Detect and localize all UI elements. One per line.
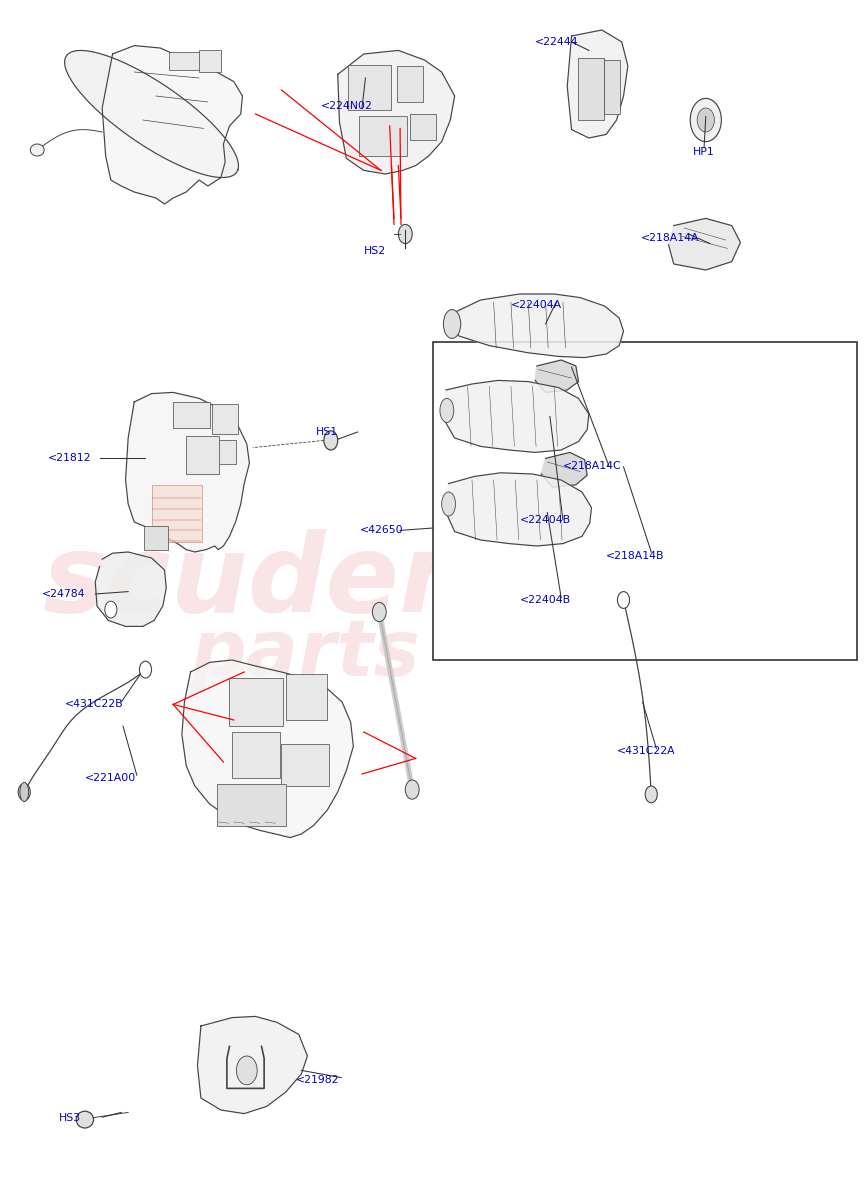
Text: HS1: HS1 xyxy=(316,427,339,437)
Text: HS2: HS2 xyxy=(364,246,386,256)
Polygon shape xyxy=(449,294,624,358)
Text: scuderia: scuderia xyxy=(43,529,564,635)
Ellipse shape xyxy=(76,1111,94,1128)
Polygon shape xyxy=(65,50,238,178)
Polygon shape xyxy=(535,360,578,392)
Text: <218A14A: <218A14A xyxy=(641,233,700,242)
Polygon shape xyxy=(541,452,587,487)
Text: <22404B: <22404B xyxy=(520,515,571,524)
Text: <22444: <22444 xyxy=(535,37,578,47)
Bar xyxy=(216,784,286,826)
Text: <431C22B: <431C22B xyxy=(65,700,124,709)
Bar xyxy=(152,485,202,542)
Polygon shape xyxy=(95,552,166,626)
Ellipse shape xyxy=(105,601,117,618)
Ellipse shape xyxy=(139,661,152,678)
Polygon shape xyxy=(338,50,455,174)
Ellipse shape xyxy=(405,780,419,799)
Text: <224N02: <224N02 xyxy=(320,101,372,110)
Bar xyxy=(232,732,280,778)
Polygon shape xyxy=(669,218,740,270)
Bar xyxy=(144,526,168,550)
Text: <221A00: <221A00 xyxy=(85,773,136,782)
Bar xyxy=(604,60,620,114)
Text: <21982: <21982 xyxy=(296,1075,339,1085)
Bar xyxy=(410,114,436,140)
Polygon shape xyxy=(567,30,628,138)
Ellipse shape xyxy=(617,592,630,608)
Text: <42650: <42650 xyxy=(359,526,403,535)
Text: HS3: HS3 xyxy=(59,1114,81,1123)
Bar xyxy=(433,342,857,660)
Ellipse shape xyxy=(18,784,30,800)
Text: <24784: <24784 xyxy=(42,589,85,599)
Polygon shape xyxy=(126,392,249,552)
Bar xyxy=(199,50,221,72)
Bar xyxy=(348,65,391,110)
Polygon shape xyxy=(446,473,591,546)
Bar xyxy=(281,744,329,786)
Ellipse shape xyxy=(236,1056,257,1085)
Polygon shape xyxy=(444,380,589,452)
Ellipse shape xyxy=(372,602,386,622)
Ellipse shape xyxy=(442,492,456,516)
Bar xyxy=(578,58,604,120)
Ellipse shape xyxy=(690,98,721,142)
Text: <431C22A: <431C22A xyxy=(617,746,675,756)
Ellipse shape xyxy=(697,108,714,132)
Bar xyxy=(359,116,407,156)
Text: <218A14B: <218A14B xyxy=(606,551,665,560)
Ellipse shape xyxy=(30,144,44,156)
Ellipse shape xyxy=(443,310,461,338)
Text: HP1: HP1 xyxy=(693,148,714,157)
Text: <21812: <21812 xyxy=(48,454,91,463)
Bar xyxy=(397,66,423,102)
Bar xyxy=(212,404,238,434)
Text: <218A14C: <218A14C xyxy=(563,461,622,470)
Bar xyxy=(169,52,204,70)
Bar xyxy=(229,678,283,726)
Bar xyxy=(186,436,219,474)
Polygon shape xyxy=(197,1016,307,1114)
Text: parts: parts xyxy=(191,616,420,692)
Bar xyxy=(173,402,210,428)
Text: <22404A: <22404A xyxy=(511,300,562,310)
Ellipse shape xyxy=(645,786,657,803)
Bar xyxy=(286,674,327,720)
Polygon shape xyxy=(102,46,242,204)
Ellipse shape xyxy=(398,224,412,244)
Bar xyxy=(212,440,236,464)
Ellipse shape xyxy=(440,398,454,422)
Text: <22404B: <22404B xyxy=(520,595,571,605)
Ellipse shape xyxy=(324,431,338,450)
Polygon shape xyxy=(182,660,353,838)
Ellipse shape xyxy=(20,782,29,802)
